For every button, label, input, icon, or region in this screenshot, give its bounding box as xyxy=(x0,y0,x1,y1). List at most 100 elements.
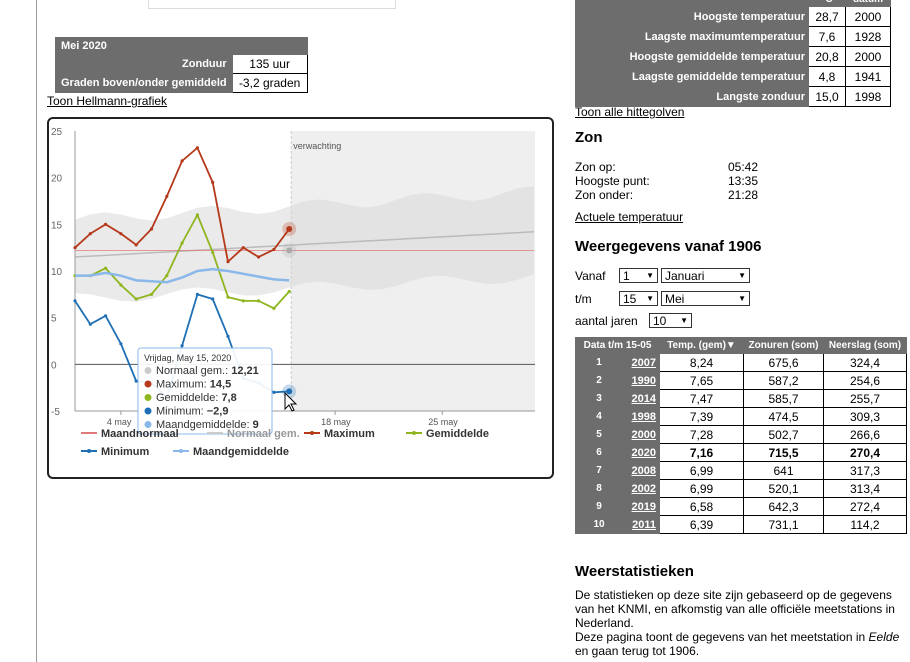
chevron-down-icon: ▼ xyxy=(646,271,654,280)
zonuren-cell: 585,7 xyxy=(743,389,824,408)
rank-cell: 7 xyxy=(575,461,623,480)
month-title: Mei 2020 xyxy=(55,37,308,55)
table-row: 5 2000 7,28 502,7 266,6 xyxy=(575,425,907,444)
zon-heading: Zon xyxy=(575,129,603,146)
year-link[interactable]: 2007 xyxy=(622,353,660,372)
y-tick-label: 25 xyxy=(51,127,63,138)
tm-month-select[interactable]: Mei ▼ xyxy=(661,291,750,306)
data-point xyxy=(119,283,123,287)
tm-day-select[interactable]: 15 ▼ xyxy=(619,291,658,306)
data-point xyxy=(119,232,123,236)
forecast-label: verwachting xyxy=(293,141,341,151)
data-point xyxy=(257,299,261,303)
table-row: 6 2020 7,16 715,5 270,4 xyxy=(575,443,907,462)
legend-marker xyxy=(87,449,91,453)
tooltip-box xyxy=(137,347,273,435)
data-point xyxy=(241,299,245,303)
chevron-down-icon: ▼ xyxy=(680,316,688,325)
data-point xyxy=(226,260,230,264)
year-link[interactable]: 2014 xyxy=(622,389,660,408)
actuele-temperatuur-link[interactable]: Actuele temperatuur xyxy=(575,210,684,224)
records-table: °C datum Hoogste temperatuur 28,7 2000 L… xyxy=(575,0,891,107)
year-link[interactable]: 2019 xyxy=(622,497,660,516)
y-tick-label: -5 xyxy=(51,407,60,418)
temp-cell: 6,99 xyxy=(659,479,744,498)
top10-header-neerslag[interactable]: Neerslag (som) xyxy=(823,337,907,354)
chevron-down-icon: ▼ xyxy=(738,271,746,280)
temp-cell: 7,65 xyxy=(659,371,744,390)
top10-header-temp[interactable]: Temp. (gem)▼ xyxy=(659,337,744,354)
vanaf-row: Vanaf 1 ▼ Januari ▼ xyxy=(575,268,750,283)
zonuren-cell: 641 xyxy=(743,461,824,480)
year-link[interactable]: 2000 xyxy=(622,425,660,444)
year-link[interactable]: 2002 xyxy=(622,479,660,498)
record-value: 20,8 xyxy=(808,46,846,67)
zonduur-value: 135 uur xyxy=(231,54,308,74)
record-label: Hoogste gemiddelde temperatuur xyxy=(575,46,809,67)
data-point xyxy=(257,255,261,259)
record-value: 15,0 xyxy=(808,86,846,107)
data-point xyxy=(241,246,245,250)
y-tick-label: 0 xyxy=(51,360,57,371)
zon-onder-value: 21:28 xyxy=(728,188,759,202)
record-value: 7,6 xyxy=(808,26,846,47)
jaren-row: aantal jaren 10 ▼ xyxy=(575,313,692,328)
vanaf-day-select[interactable]: 1 ▼ xyxy=(619,268,658,283)
year-link[interactable]: 2020 xyxy=(622,443,660,462)
tooltip-marker xyxy=(144,421,152,428)
tooltip-marker xyxy=(144,367,152,374)
hittegolven-link[interactable]: Toon alle hittegolven xyxy=(575,105,685,119)
zonuren-cell: 502,7 xyxy=(743,425,824,444)
record-year: 2000 xyxy=(845,46,891,67)
legend-label: Gemiddelde xyxy=(426,428,489,440)
zonuren-cell: 715,5 xyxy=(743,443,824,462)
top10-header-zonuren[interactable]: Zonuren (som) xyxy=(743,337,824,354)
legend-marker xyxy=(310,431,314,435)
tooltip-row: Maximum: 14,5 xyxy=(156,379,231,391)
data-point xyxy=(211,297,215,301)
legend-label: Normaal gem. xyxy=(227,428,300,440)
hover-point xyxy=(286,247,293,254)
data-point xyxy=(195,146,199,150)
year-link[interactable]: 2011 xyxy=(622,515,660,534)
top10-table: Data t/m 15-05 Temp. (gem)▼ Zonuren (som… xyxy=(575,337,907,534)
neerslag-cell: 270,4 xyxy=(823,443,907,462)
data-point xyxy=(180,344,184,348)
jaren-label: aantal jaren xyxy=(575,313,638,328)
tooltip-row: Minimum: −2,9 xyxy=(156,406,228,418)
record-year: 1998 xyxy=(845,86,891,107)
neerslag-cell: 266,6 xyxy=(823,425,907,444)
mouse-cursor xyxy=(284,391,298,412)
tooltip-row: Normaal gem.: 12,21 xyxy=(156,365,259,377)
year-link[interactable]: 1990 xyxy=(622,371,660,390)
table-row: 4 1998 7,39 474,5 309,3 xyxy=(575,407,907,426)
record-label: Laagste maximumtemperatuur xyxy=(575,26,809,47)
top10-header-data[interactable]: Data t/m 15-05 xyxy=(575,337,660,354)
table-row: 7 2008 6,99 641 317,3 xyxy=(575,461,907,480)
y-tick-label: 10 xyxy=(51,267,63,278)
hoogste-punt-label: Hoogste punt: xyxy=(575,174,650,188)
rank-cell: 3 xyxy=(575,389,623,408)
vanaf-month-select[interactable]: Januari ▼ xyxy=(661,268,750,283)
hoogste-punt-value: 13:35 xyxy=(728,174,759,188)
neerslag-cell: 255,7 xyxy=(823,389,907,408)
afwijking-value: -3,2 graden xyxy=(231,73,308,93)
data-point xyxy=(104,222,108,226)
neerslag-cell: 114,2 xyxy=(823,515,907,534)
hellmann-link[interactable]: Toon Hellmann-grafiek xyxy=(47,94,168,108)
data-point xyxy=(165,274,169,278)
year-link[interactable]: 1998 xyxy=(622,407,660,426)
data-point xyxy=(149,292,154,296)
record-label: Laagste gemiddelde temperatuur xyxy=(575,66,809,87)
y-tick-label: 20 xyxy=(51,174,63,185)
hover-point xyxy=(286,388,293,395)
rank-cell: 1 xyxy=(575,353,623,372)
tooltip-marker xyxy=(144,394,152,401)
data-point xyxy=(287,289,291,294)
year-link[interactable]: 2008 xyxy=(622,461,660,480)
legend-label: Maximum xyxy=(324,428,375,440)
neerslag-cell: 254,6 xyxy=(823,371,907,390)
tooltip-marker xyxy=(144,407,152,415)
zon-times: Zon op: 05:42 Hoogste punt: 13:35 Zon onde… xyxy=(575,160,758,202)
jaren-select[interactable]: 10 ▼ xyxy=(649,313,692,328)
